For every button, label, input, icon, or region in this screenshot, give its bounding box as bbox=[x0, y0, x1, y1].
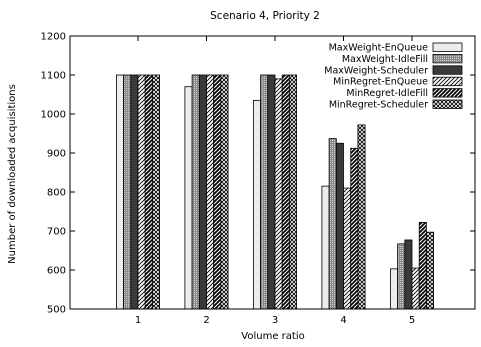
y-tick-label: 600 bbox=[47, 266, 66, 277]
bar bbox=[198, 74, 207, 310]
legend-label: MaxWeight-Scheduler bbox=[324, 65, 428, 76]
legend-swatch bbox=[432, 99, 463, 109]
x-tick-label: 2 bbox=[203, 315, 209, 326]
y-tick-label: 500 bbox=[47, 305, 66, 316]
bar bbox=[389, 268, 398, 310]
bar bbox=[116, 74, 125, 310]
bar bbox=[252, 99, 261, 310]
y-tick-label: 700 bbox=[47, 227, 66, 238]
bar bbox=[137, 74, 146, 310]
bar bbox=[350, 147, 359, 310]
chart-title: Scenario 4, Priority 2 bbox=[210, 10, 320, 22]
bar bbox=[357, 124, 366, 310]
y-axis: 500 600 700 800 900 1000 1100 1200 bbox=[41, 32, 475, 316]
y-axis-label: Number of downloaded acquisitions bbox=[7, 84, 18, 264]
bar bbox=[335, 142, 344, 310]
bar bbox=[184, 86, 193, 310]
bar bbox=[418, 222, 427, 310]
bar bbox=[206, 74, 215, 310]
bar bbox=[123, 74, 132, 310]
bar bbox=[274, 78, 283, 310]
x-tick-label: 5 bbox=[409, 315, 415, 326]
y-tick-label: 1200 bbox=[41, 32, 66, 43]
y-tick-label: 800 bbox=[47, 188, 66, 199]
bar bbox=[130, 74, 139, 310]
bar bbox=[144, 74, 153, 310]
bar bbox=[260, 74, 269, 310]
legend-swatch bbox=[432, 42, 463, 52]
legend-swatch bbox=[432, 76, 463, 87]
bar bbox=[328, 138, 337, 310]
bar bbox=[425, 231, 434, 310]
legend-label: MinRegret-EnQueue bbox=[333, 77, 428, 88]
x-tick-label: 4 bbox=[340, 315, 346, 326]
legend: MaxWeight-EnQueueMaxWeight-IdleFillMaxWe… bbox=[324, 42, 463, 111]
x-tick-label: 1 bbox=[135, 315, 141, 326]
x-axis-label: Volume ratio bbox=[241, 331, 304, 342]
y-tick-label: 900 bbox=[47, 149, 66, 160]
bar bbox=[411, 267, 420, 310]
bar bbox=[281, 74, 290, 310]
bar bbox=[191, 74, 200, 310]
bar bbox=[220, 74, 229, 310]
bar bbox=[151, 74, 160, 310]
legend-label: MinRegret-IdleFill bbox=[346, 88, 428, 99]
bars bbox=[116, 74, 434, 310]
legend-swatch bbox=[432, 54, 463, 64]
x-tick-label: 3 bbox=[272, 315, 278, 326]
y-tick-label: 1100 bbox=[41, 71, 66, 82]
legend-label: MinRegret-Scheduler bbox=[329, 100, 428, 111]
y-tick-label: 1000 bbox=[41, 110, 66, 121]
plot-frame bbox=[69, 35, 476, 310]
legend-label: MaxWeight-IdleFill bbox=[342, 54, 428, 65]
legend-swatch bbox=[432, 65, 463, 75]
bar bbox=[397, 243, 406, 310]
legend-swatch bbox=[432, 88, 463, 98]
legend-label: MaxWeight-EnQueue bbox=[329, 43, 429, 54]
bar bbox=[213, 74, 222, 310]
bar bbox=[267, 74, 276, 310]
bar bbox=[343, 187, 352, 310]
bar bbox=[321, 185, 330, 310]
bar bbox=[288, 74, 297, 310]
bar bbox=[404, 239, 413, 310]
